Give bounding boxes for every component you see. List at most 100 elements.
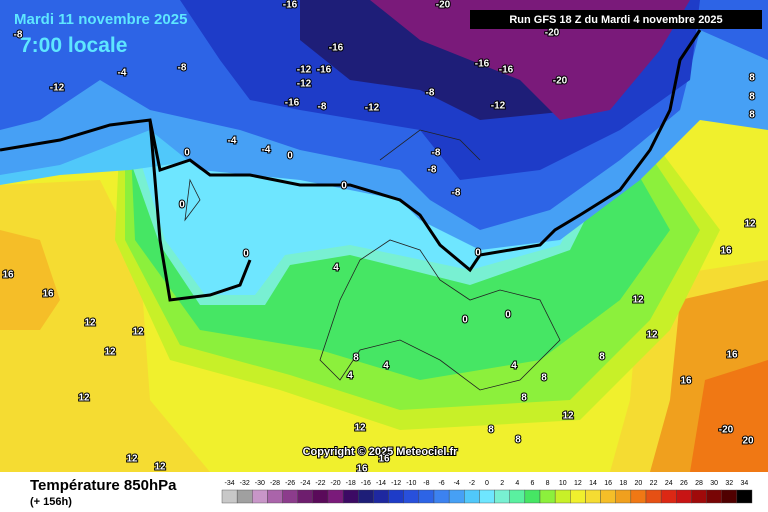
colorbar-swatch	[615, 489, 632, 504]
contour-label: -4	[262, 145, 271, 156]
temperature-field	[0, 180, 210, 472]
colorbar-label: -34	[225, 480, 235, 487]
colorbar-swatch	[736, 489, 753, 504]
contour-label: 12	[154, 462, 166, 473]
colorbar-swatch	[585, 489, 601, 504]
colorbar-label: 24	[665, 480, 673, 487]
contour-label: -8	[14, 30, 23, 41]
contour-label: 8	[488, 425, 494, 436]
colorbar-label: 6	[530, 480, 534, 487]
colorbar-swatch	[600, 489, 616, 504]
temperature-field	[370, 0, 690, 120]
colorbar-swatch	[297, 489, 314, 504]
colorbar-swatch	[660, 489, 677, 504]
colorbar-label: 8	[546, 480, 550, 487]
lead-time: (+ 156h)	[30, 496, 72, 508]
contour-label: -12	[365, 103, 380, 114]
colorbar-swatch	[630, 489, 647, 504]
coastline	[184, 129, 561, 391]
contour-label: 12	[646, 330, 658, 341]
colorbar-label: 34	[741, 480, 749, 487]
colorbar-label: -14	[376, 480, 386, 487]
colorbar-label: 26	[680, 480, 688, 487]
colorbar-swatch	[236, 489, 253, 504]
contour-label: 12	[84, 318, 96, 329]
contour-label: 12	[104, 347, 116, 358]
colorbar-swatch	[342, 489, 359, 504]
contour-label: 16	[720, 246, 732, 257]
colorbar-label: 20	[635, 480, 643, 487]
colorbar-label: -8	[423, 480, 429, 487]
contour-label: -12	[50, 83, 65, 94]
colorbar-swatch	[645, 489, 662, 504]
colorbar-label: 32	[725, 480, 733, 487]
contour-label: -12	[297, 65, 312, 76]
contour-label: 12	[78, 393, 90, 404]
map-area: Run GFS 18 Z du Mardi 4 novembre 2025 Ma…	[0, 0, 768, 476]
contour-label: 8	[515, 435, 521, 446]
contour-label: 0	[287, 151, 293, 162]
contour-label: 12	[562, 411, 574, 422]
contour-label: -16	[475, 59, 490, 70]
contour-label: 0	[243, 249, 249, 260]
zero-isotherm	[148, 119, 252, 302]
colorbar-label: 14	[589, 480, 597, 487]
contour-label: 8	[599, 352, 605, 363]
colorbar-label: -18	[346, 480, 356, 487]
colorbar-swatch	[418, 489, 435, 504]
contour-label: 12	[132, 327, 144, 338]
contour-label: 4	[383, 361, 389, 372]
colorbar-label: -30	[255, 480, 265, 487]
contour-label: -16	[317, 65, 332, 76]
colorbar-swatch	[509, 489, 526, 504]
copyright: Copyright © 2025 Meteociel.fr	[303, 446, 459, 458]
colorbar-label: -32	[240, 480, 250, 487]
colorbar-label: 16	[604, 480, 612, 487]
contour-label: -20	[545, 28, 560, 39]
contour-label: 0	[341, 181, 347, 192]
contour-label: -16	[499, 65, 514, 76]
colorbar-label: -16	[361, 480, 371, 487]
contour-label: -20	[553, 76, 568, 87]
parameter: Température 850hPa	[30, 477, 177, 494]
colorbar-swatch	[676, 489, 692, 504]
contour-label: 0	[475, 248, 481, 259]
colorbar-swatch	[388, 489, 404, 504]
colorbar-label: 12	[574, 480, 582, 487]
colorbar-label: -24	[300, 480, 310, 487]
contour-label: 8	[521, 393, 527, 404]
contour-label: -12	[297, 79, 312, 90]
colorbar-swatch	[252, 489, 268, 504]
contour-label: -8	[452, 188, 461, 199]
colorbar-swatch	[373, 489, 389, 504]
colorbar-swatch	[494, 489, 510, 504]
contour-label: -12	[491, 101, 506, 112]
colorbar-label: 0	[485, 480, 489, 487]
colorbar-swatch	[570, 489, 586, 504]
contour-label: -20	[719, 425, 734, 436]
contour-label: 12	[126, 454, 138, 465]
contour-label: -4	[228, 136, 237, 147]
contour-label: 8	[749, 73, 755, 84]
contour-label: -8	[426, 88, 435, 99]
contour-label: 16	[2, 270, 14, 281]
colorbar-label: -10	[406, 480, 416, 487]
zero-isotherm	[0, 29, 702, 273]
map-date: Mardi 11 novembre 2025	[14, 11, 187, 28]
contour-label: 0	[179, 200, 185, 211]
colorbar-label: 22	[650, 480, 658, 487]
colorbar-label: -20	[331, 480, 341, 487]
contour-label: 20	[742, 436, 754, 447]
colorbar-swatch	[312, 489, 329, 504]
colorbar-swatch	[282, 489, 298, 504]
contour-label: 16	[42, 289, 54, 300]
contour-labels: -12 -8 -4 -8 -16 -16 -12 -16 -12 -16 -8 -12 -8 -20 -20…	[1, 0, 757, 476]
colorbar-swatch	[721, 489, 738, 504]
contour-label: -16	[283, 0, 298, 11]
colorbar-swatch	[358, 489, 374, 504]
colorbar-label: -2	[469, 480, 475, 487]
contour-label: -8	[432, 148, 441, 159]
contour-label: 8	[749, 110, 755, 121]
colorbar-swatch	[691, 489, 707, 504]
